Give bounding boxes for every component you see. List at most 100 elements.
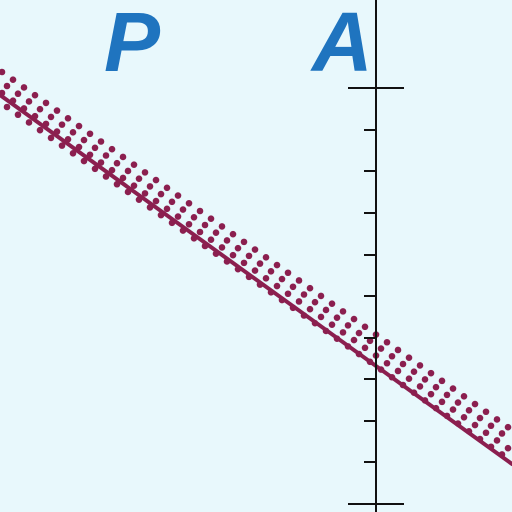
boundary-dot (317, 313, 325, 321)
boundary-dot (377, 366, 385, 373)
boundary-dot (405, 354, 413, 362)
boundary-dot (460, 414, 468, 421)
boundary-dot (465, 428, 473, 435)
boundary-dot (449, 385, 457, 392)
boundary-dot (476, 414, 484, 422)
boundary-dot (383, 359, 391, 367)
boundary-dot (432, 383, 440, 391)
boundary-dot (146, 183, 154, 190)
boundary-dot (190, 234, 198, 242)
boundary-dot (168, 198, 176, 206)
boundary-dot (454, 420, 462, 427)
boundary-dot (64, 115, 72, 122)
boundary-dot (361, 323, 369, 331)
boundary-dot (141, 190, 149, 197)
boundary-dot (388, 352, 396, 360)
boundary-dot (25, 119, 33, 126)
boundary-dot (388, 373, 396, 381)
boundary-dot (311, 319, 319, 327)
boundary-dot (218, 244, 226, 251)
boundary-dot (196, 207, 204, 215)
boundary-dot (58, 142, 66, 149)
boundary-dot (482, 429, 490, 437)
boundary-dot (80, 157, 88, 165)
boundary-dot (493, 416, 501, 423)
boundary-dot (212, 229, 220, 237)
boundary-dot (361, 344, 369, 352)
map-label-p: P (104, 0, 161, 89)
boundary-dot (383, 338, 391, 346)
boundary-dot (405, 375, 413, 383)
boundary-dot (245, 273, 253, 281)
boundary-dot (0, 89, 6, 97)
boundary-dot (86, 130, 94, 138)
boundary-dot (9, 97, 17, 105)
boundary-dot (124, 167, 132, 175)
boundary-dot (69, 150, 77, 157)
boundary-dot (289, 283, 297, 291)
boundary-dot (471, 400, 479, 408)
boundary-dot (108, 166, 116, 174)
boundary-dot (278, 296, 286, 304)
boundary-dot (152, 176, 160, 184)
boundary-dot (322, 327, 330, 335)
boundary-dot (240, 238, 248, 246)
boundary-dot (141, 169, 149, 176)
boundary-dot (339, 308, 347, 315)
boundary-dot (102, 173, 110, 180)
boundary-dot (157, 190, 165, 198)
boundary-dot (53, 128, 61, 135)
boundary-dot (427, 390, 435, 398)
boundary-dot (3, 82, 11, 90)
boundary-dot (339, 329, 347, 336)
boundary-dot (47, 113, 55, 121)
boundary-dot (493, 437, 501, 444)
boundary-dot (432, 404, 440, 412)
boundary-dot (64, 136, 72, 143)
boundary-dot (86, 151, 94, 159)
boundary-dot (201, 242, 209, 250)
boundary-dot (476, 435, 484, 443)
boundary-dot (273, 282, 281, 290)
boundary-dot (333, 335, 341, 342)
boundary-dot (487, 443, 495, 451)
boundary-dot (119, 153, 127, 161)
boundary-dot (317, 292, 325, 300)
boundary-dot (449, 406, 457, 413)
boundary-dot (399, 360, 407, 368)
boundary-dot (42, 120, 50, 128)
boundary-dot (91, 165, 99, 173)
boundary-dot (256, 260, 264, 267)
boundary-dot (256, 281, 264, 288)
boundary-dot (487, 422, 495, 430)
boundary-dot (47, 134, 55, 142)
map-label-a: A (312, 0, 373, 89)
boundary-dot (69, 129, 77, 136)
boundary-dot (234, 244, 242, 252)
boundary-dot (163, 205, 171, 213)
boundary-dot (366, 358, 374, 366)
boundary-dot (135, 175, 143, 182)
boundary-dot (97, 159, 105, 166)
boundary-dot (504, 444, 512, 452)
boundary-dot (196, 228, 204, 236)
boundary-dot (201, 221, 209, 229)
boundary-dot (262, 254, 270, 261)
boundary-dot (185, 220, 193, 228)
boundary-dot (20, 105, 28, 112)
boundary-dot (498, 451, 506, 458)
boundary-dot (273, 261, 281, 269)
boundary-dot (284, 269, 292, 277)
boundary-dot (421, 397, 429, 404)
boundary-dot (102, 152, 110, 159)
boundary-dot (438, 398, 446, 406)
boundary-dot (410, 389, 418, 397)
boundary-dot (163, 184, 171, 192)
boundary-dot (454, 399, 462, 406)
boundary-dot (344, 322, 352, 329)
boundary-dot (207, 215, 215, 223)
boundary-dot (185, 199, 193, 207)
boundary-dot (152, 197, 160, 205)
boundary-dot (471, 421, 479, 429)
